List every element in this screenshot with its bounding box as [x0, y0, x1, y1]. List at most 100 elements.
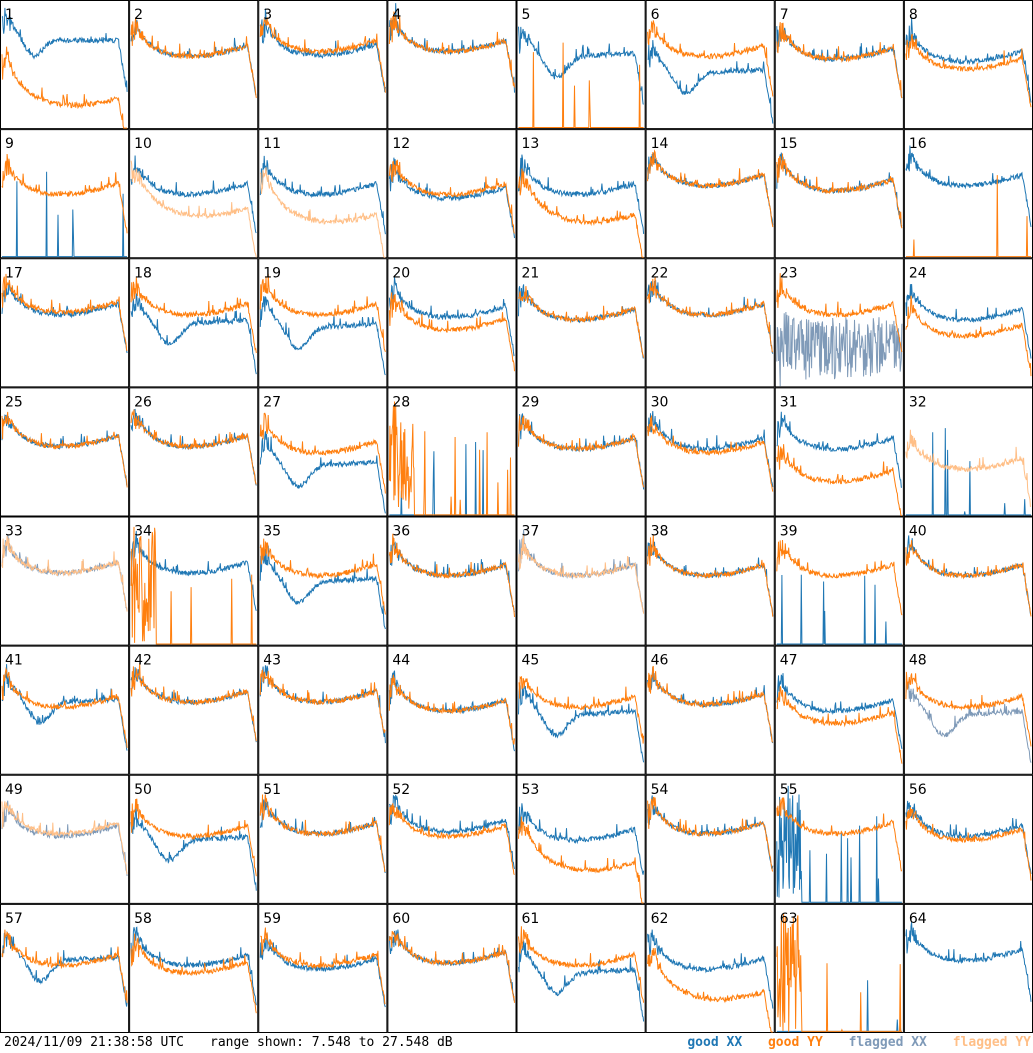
panel-6: 6 [645, 0, 775, 130]
panel-frame [387, 774, 517, 904]
panel-13: 13 [516, 129, 646, 259]
series-yy [1, 536, 128, 612]
panel-label: 64 [909, 911, 927, 927]
panel-31: 31 [774, 387, 904, 517]
panel-2: 2 [129, 0, 259, 130]
panel-label: 18 [134, 265, 152, 281]
panel-frame [258, 774, 388, 904]
series-yy [518, 415, 645, 488]
series-yy [518, 168, 644, 258]
panel-frame [516, 258, 646, 388]
panel-label: 22 [651, 265, 669, 281]
series-yy [388, 401, 515, 516]
panel-10: 10 [129, 129, 259, 259]
series-yy [1, 153, 128, 234]
series-yy [776, 444, 902, 516]
series-xx [518, 154, 645, 234]
series-yy [259, 794, 386, 873]
panel-frame [258, 645, 388, 775]
panel-37: 37 [516, 516, 646, 646]
series-yy [518, 42, 644, 128]
panel-label: 12 [392, 136, 410, 152]
panel-frame [129, 0, 259, 130]
panel-9: 9 [0, 129, 130, 259]
series-yy [1, 929, 128, 1003]
series-xx [518, 684, 645, 763]
panel-label: 16 [909, 136, 927, 152]
panel-40: 40 [903, 516, 1033, 646]
series-xx [1, 7, 128, 92]
panel-16: 16 [903, 129, 1033, 259]
panel-57: 57 [0, 903, 130, 1033]
series-yy [1, 801, 128, 875]
panel-label: 7 [780, 7, 789, 23]
series-yy [647, 947, 773, 1033]
panel-label: 3 [263, 7, 272, 23]
panel-19: 19 [258, 258, 388, 388]
panel-frame [645, 774, 775, 904]
panel-4: 4 [387, 0, 517, 130]
panel-23: 23 [774, 258, 904, 388]
panel-frame [774, 0, 904, 130]
panel-48: 48 [903, 645, 1033, 775]
panel-label: 44 [392, 653, 410, 669]
panel-62: 62 [645, 903, 775, 1033]
panel-label: 8 [909, 7, 918, 23]
series-xx [647, 929, 774, 1009]
series-xx [388, 157, 515, 239]
panel-label: 63 [780, 911, 798, 927]
panel-label: 56 [909, 782, 927, 798]
panel-43: 43 [258, 645, 388, 775]
series-yy [259, 412, 386, 494]
series-xx [518, 26, 644, 105]
series-yy [130, 933, 257, 1014]
legend-flagged-xx: flagged XX [848, 1035, 927, 1050]
series-yy [388, 674, 515, 745]
panel-frame [387, 258, 517, 388]
series-yy [259, 167, 386, 258]
panel-27: 27 [258, 387, 388, 517]
series-yy [776, 273, 903, 353]
series-yy [130, 526, 257, 645]
panel-42: 42 [129, 645, 259, 775]
panel-label: 14 [651, 136, 669, 152]
panel-29: 29 [516, 387, 646, 517]
panel-label: 21 [522, 265, 540, 281]
panel-label: 37 [522, 524, 540, 540]
panel-36: 36 [387, 516, 517, 646]
panel-label: 53 [522, 782, 540, 798]
panel-55: 55 [774, 774, 904, 904]
series-yy [905, 295, 1032, 377]
series-xx [905, 921, 1032, 1002]
panel-label: 46 [651, 653, 669, 669]
series-yy [647, 796, 774, 872]
series-xx [905, 682, 1032, 763]
panel-label: 6 [651, 7, 660, 23]
panel-label: 45 [522, 653, 540, 669]
series-yy [647, 534, 774, 617]
series-yy [1, 411, 128, 488]
panel-22: 22 [645, 258, 775, 388]
panel-61: 61 [516, 903, 646, 1033]
panel-21: 21 [516, 258, 646, 388]
panel-46: 46 [645, 645, 775, 775]
panel-label: 41 [5, 653, 23, 669]
panel-frame [516, 0, 646, 130]
panel-label: 34 [134, 524, 152, 540]
panel-label: 9 [5, 136, 14, 152]
panel-label: 15 [780, 136, 798, 152]
panel-14: 14 [645, 129, 775, 259]
panel-59: 59 [258, 903, 388, 1033]
series-yy [130, 160, 257, 258]
panel-1: 1 [0, 0, 130, 130]
series-yy [518, 286, 645, 358]
series-yy [518, 676, 645, 744]
series-xx [388, 794, 515, 870]
series-yy [1, 667, 128, 748]
panel-64: 64 [903, 903, 1033, 1033]
series-xx [518, 940, 645, 1022]
series-xx [776, 673, 903, 749]
series-yy [647, 665, 774, 743]
panel-24: 24 [903, 258, 1033, 388]
